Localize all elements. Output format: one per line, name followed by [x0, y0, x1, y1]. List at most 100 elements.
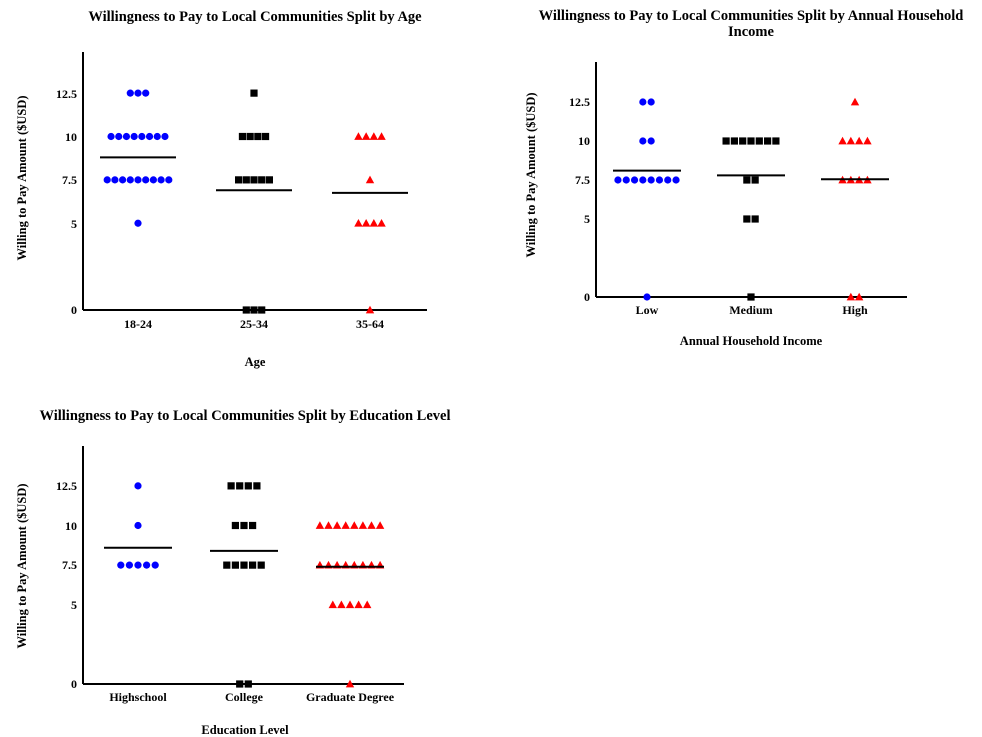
data-point: [246, 132, 254, 141]
y-tick-label: 10: [578, 134, 590, 148]
data-point: [165, 176, 173, 184]
data-point: [630, 176, 639, 184]
data-point: [130, 132, 138, 141]
data-point: [119, 176, 127, 184]
data-point: [231, 521, 239, 530]
data-point: [107, 132, 115, 141]
data-point: [238, 132, 247, 141]
data-point: [254, 132, 262, 141]
data-point: [242, 306, 250, 314]
data-point: [361, 132, 371, 140]
data-point: [850, 97, 860, 106]
data-point: [838, 136, 847, 145]
data-point: [117, 561, 125, 569]
data-point: [337, 600, 346, 609]
data-point: [846, 292, 856, 301]
data-point: [332, 521, 342, 529]
x-tick-label: 18-24: [124, 317, 152, 331]
data-point: [722, 137, 730, 145]
data-point: [115, 132, 123, 141]
y-tick-label: 5: [71, 217, 77, 231]
data-point: [145, 132, 154, 141]
data-point: [236, 680, 244, 688]
data-point: [142, 89, 150, 97]
y-tick-label: 10: [65, 519, 77, 533]
data-point: [250, 89, 258, 97]
data-point: [345, 600, 355, 609]
data-point: [240, 521, 248, 530]
data-point: [125, 561, 133, 569]
data-point: [153, 132, 161, 141]
data-point: [261, 132, 270, 141]
data-point: [143, 561, 151, 569]
data-marks: [100, 89, 408, 314]
y-tick-label: 12.5: [56, 87, 77, 101]
y-tick-label: 5: [584, 212, 590, 226]
data-point: [134, 561, 142, 569]
data-point: [664, 176, 672, 184]
chart-age: Willingness to Pay to Local Communities …: [15, 9, 427, 369]
chart-income: Willingness to Pay to Local Communities …: [524, 8, 963, 348]
x-tick-label: Highschool: [109, 690, 167, 704]
data-point: [846, 136, 856, 145]
chart-title-line-1: Willingness to Pay to Local Communities …: [539, 8, 964, 24]
data-point: [647, 98, 655, 106]
data-point: [863, 136, 872, 145]
chart-title-line-2: Income: [728, 24, 774, 40]
data-point: [377, 219, 386, 227]
y-tick-label: 7.5: [62, 558, 77, 572]
data-point: [369, 132, 379, 140]
data-point: [363, 600, 372, 609]
data-point: [367, 521, 376, 529]
data-point: [231, 561, 239, 569]
data-point: [161, 132, 169, 141]
data-point: [134, 176, 142, 184]
x-tick-label: Low: [636, 303, 659, 317]
data-point: [324, 521, 333, 529]
y-tick-label: 10: [65, 130, 77, 144]
data-point: [639, 176, 647, 184]
data-point: [240, 561, 248, 569]
data-point: [743, 176, 751, 184]
data-point: [250, 306, 258, 314]
data-point: [755, 137, 763, 145]
data-point: [764, 137, 772, 145]
data-point: [772, 137, 780, 145]
data-point: [235, 176, 243, 184]
x-tick-label: College: [225, 690, 264, 704]
data-point: [249, 561, 257, 569]
data-point: [345, 679, 355, 688]
data-point: [142, 176, 150, 184]
data-point: [647, 137, 655, 145]
x-tick-label: 35-64: [356, 317, 384, 331]
data-point: [134, 89, 142, 97]
x-tick-label: 25-34: [240, 317, 268, 331]
data-point: [365, 305, 375, 314]
y-tick-label: 7.5: [575, 173, 590, 187]
data-point: [111, 176, 119, 184]
data-point: [747, 137, 755, 145]
data-point: [258, 306, 266, 314]
data-point: [103, 176, 111, 184]
x-axis-label: Education Level: [201, 723, 289, 737]
data-point: [655, 176, 664, 184]
data-point: [134, 521, 142, 530]
data-point: [250, 176, 258, 184]
y-axis-label: Willing to Pay Amount ($USD): [15, 483, 29, 648]
data-point: [743, 215, 751, 223]
data-point: [157, 176, 165, 184]
x-axis-label: Annual Household Income: [680, 334, 823, 348]
data-point: [354, 132, 363, 140]
data-point: [358, 521, 368, 529]
data-marks: [104, 482, 385, 688]
data-point: [672, 176, 680, 184]
data-point: [249, 521, 257, 530]
data-point: [122, 132, 131, 141]
y-tick-label: 0: [71, 303, 77, 317]
x-tick-label: Graduate Degree: [306, 690, 395, 704]
data-point: [126, 176, 134, 184]
data-point: [365, 175, 375, 184]
data-point: [854, 292, 864, 301]
y-tick-label: 12.5: [569, 95, 590, 109]
